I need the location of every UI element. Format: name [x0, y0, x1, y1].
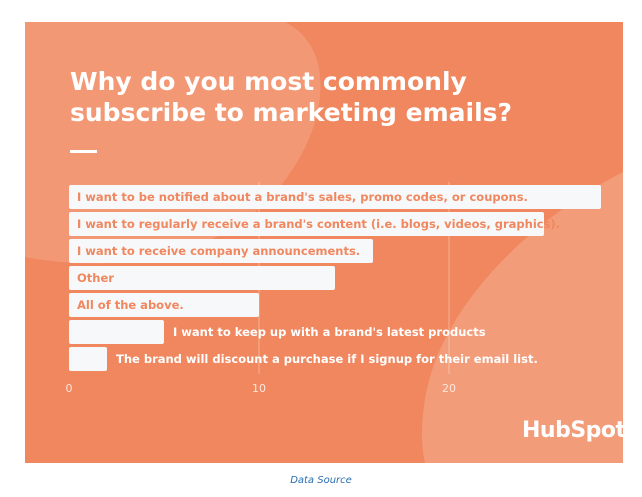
chart-title: Why do you most commonly subscribe to ma…	[70, 67, 513, 127]
bar	[69, 293, 259, 317]
chart-card: Why do you most commonly subscribe to ma…	[25, 22, 626, 463]
bar	[69, 266, 335, 290]
bar	[69, 320, 164, 344]
bar-label: I want to regularly receive a brand's co…	[77, 217, 560, 231]
bar	[69, 239, 373, 263]
bar-label: I want to receive company announcements.	[77, 244, 360, 258]
bar-label: Other	[77, 271, 114, 285]
hubspot-logo: HubSpot	[522, 418, 626, 443]
x-tick-label: 20	[442, 382, 456, 395]
bar	[69, 212, 544, 236]
bar-label: All of the above.	[77, 298, 184, 312]
data-source-link[interactable]: Data Source	[290, 475, 352, 486]
bar	[69, 185, 601, 209]
title-divider	[70, 150, 97, 153]
bar-label: I want to keep up with a brand's latest …	[173, 325, 486, 339]
x-tick-label: 0	[66, 382, 73, 395]
bar-label: I want to be notified about a brand's sa…	[77, 190, 528, 204]
bar-chart: 0 10 20 I want to be notified about a brand…	[66, 182, 601, 395]
decorative-shape	[422, 172, 623, 463]
bar-label: The brand will discount a purchase if I …	[116, 352, 538, 366]
x-tick-label: 10	[252, 382, 266, 395]
bar	[69, 347, 107, 371]
